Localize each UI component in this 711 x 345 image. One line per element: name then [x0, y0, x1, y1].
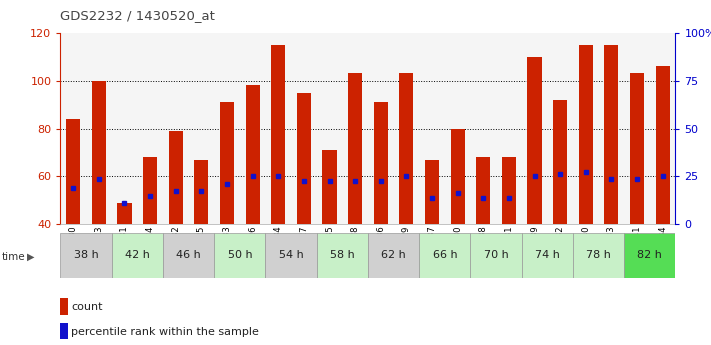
Bar — [296, 92, 311, 224]
Bar — [245, 86, 260, 224]
Bar — [528, 57, 542, 224]
Bar — [265, 233, 316, 278]
Text: 78 h: 78 h — [586, 250, 611, 260]
Text: percentile rank within the sample: percentile rank within the sample — [71, 327, 259, 337]
Bar — [169, 131, 183, 224]
Bar — [476, 157, 491, 224]
Bar — [348, 73, 362, 224]
Bar — [425, 160, 439, 224]
Bar — [143, 157, 157, 224]
Bar — [60, 323, 68, 339]
Bar — [60, 233, 112, 278]
Bar — [220, 102, 234, 224]
Bar — [368, 233, 419, 278]
Bar — [604, 45, 619, 224]
Bar — [117, 203, 132, 224]
Bar — [60, 298, 68, 315]
Bar — [112, 233, 163, 278]
Bar — [579, 45, 593, 224]
Text: 46 h: 46 h — [176, 250, 201, 260]
Text: 74 h: 74 h — [535, 250, 560, 260]
Bar — [271, 45, 285, 224]
Text: 38 h: 38 h — [74, 250, 98, 260]
Text: 58 h: 58 h — [330, 250, 355, 260]
Bar — [323, 150, 336, 224]
Bar — [502, 157, 516, 224]
Text: 54 h: 54 h — [279, 250, 304, 260]
Bar — [163, 233, 214, 278]
Text: 66 h: 66 h — [432, 250, 457, 260]
Bar — [92, 81, 106, 224]
Bar — [630, 73, 644, 224]
Bar — [374, 102, 387, 224]
Bar — [214, 233, 265, 278]
Bar — [194, 160, 208, 224]
Bar — [419, 233, 471, 278]
Text: time: time — [1, 252, 25, 262]
Bar — [400, 73, 413, 224]
Bar — [471, 233, 522, 278]
Bar — [316, 233, 368, 278]
Bar — [451, 128, 465, 224]
Bar — [573, 233, 624, 278]
Text: 82 h: 82 h — [637, 250, 662, 260]
Text: GDS2232 / 1430520_at: GDS2232 / 1430520_at — [60, 9, 215, 22]
Text: 70 h: 70 h — [483, 250, 508, 260]
Bar — [522, 233, 573, 278]
Bar — [66, 119, 80, 224]
Text: ▶: ▶ — [27, 252, 35, 262]
Bar — [553, 100, 567, 224]
Bar — [656, 66, 670, 224]
Bar — [624, 233, 675, 278]
Text: 50 h: 50 h — [228, 250, 252, 260]
Text: 42 h: 42 h — [125, 250, 150, 260]
Text: count: count — [71, 303, 102, 313]
Text: 62 h: 62 h — [381, 250, 406, 260]
